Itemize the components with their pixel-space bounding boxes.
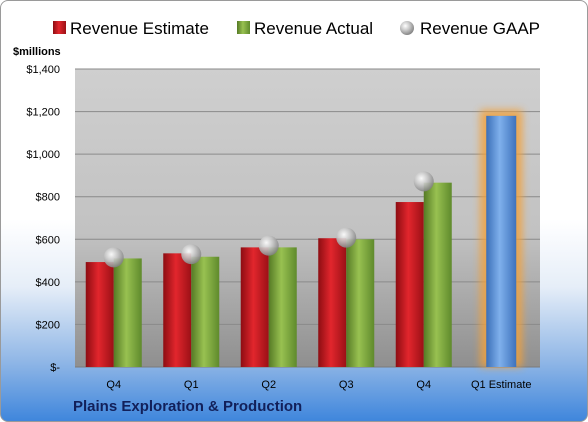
marker-revenue-gaap (258, 235, 279, 256)
legend-label-revenue-actual: Revenue Actual (254, 19, 373, 38)
y-tick-label: $400 (36, 277, 60, 289)
y-tick-label: $- (50, 362, 60, 374)
bar-revenue-estimate (395, 202, 424, 367)
marker-revenue-gaap (103, 247, 124, 268)
y-tick-label: $600 (36, 234, 60, 246)
legend-label-revenue-estimate: Revenue Estimate (70, 19, 209, 38)
x-tick-label: Q3 (339, 379, 354, 391)
bar-revenue-estimate (318, 238, 347, 367)
x-tick-label: Q1 (184, 379, 199, 391)
y-axis-ticks: $- $200 $400 $600 $800 $1,000 $1,200 $1,400 (26, 64, 60, 374)
x-axis-ticks: Q4 Q1 Q2 Q3 Q4 Q1 Estimate (106, 379, 531, 391)
x-tick-label: Q1 Estimate (471, 379, 532, 391)
legend-swatch-revenue-actual (237, 21, 250, 34)
y-tick-label: $1,200 (26, 107, 60, 119)
y-tick-label: $1,000 (26, 149, 60, 161)
legend-label-revenue-gaap: Revenue GAAP (420, 19, 540, 38)
x-tick-label: Q2 (261, 379, 276, 391)
bar-revenue-actual (113, 258, 142, 367)
bar-revenue-estimate (85, 262, 114, 367)
x-tick-label: Q4 (106, 379, 121, 391)
bars (85, 109, 523, 367)
bar-revenue-actual (346, 239, 375, 367)
marker-revenue-gaap (181, 244, 202, 265)
bar-revenue-actual (423, 182, 452, 367)
marker-revenue-gaap (336, 227, 357, 248)
legend: Revenue Estimate Revenue Actual Revenue … (53, 19, 540, 38)
y-tick-label: $200 (36, 319, 60, 331)
gaap-markers (103, 171, 434, 268)
y-axis-unit-label: $millions (13, 46, 61, 58)
bar-q1-estimate (486, 115, 517, 367)
gridlines (75, 68, 540, 325)
plot-area (75, 69, 540, 367)
legend-swatch-revenue-estimate (53, 21, 66, 34)
y-tick-label: $1,400 (26, 64, 60, 76)
marker-revenue-gaap (413, 171, 434, 192)
legend-marker-revenue-gaap (400, 21, 414, 35)
bar-revenue-actual (191, 256, 220, 367)
x-tick-label: Q4 (416, 379, 431, 391)
y-tick-label: $800 (36, 192, 60, 204)
bar-revenue-estimate (163, 253, 192, 367)
bar-revenue-actual (268, 247, 297, 367)
company-name: Plains Exploration & Production (73, 398, 303, 415)
bar-revenue-estimate (240, 247, 269, 367)
